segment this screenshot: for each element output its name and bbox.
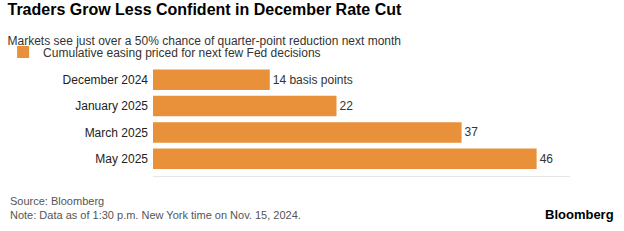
svg-text:Source: Bloomberg: Source: Bloomberg bbox=[10, 195, 104, 207]
svg-text:Bloomberg: Bloomberg bbox=[545, 207, 614, 222]
svg-text:46: 46 bbox=[540, 152, 554, 166]
svg-text:22: 22 bbox=[339, 99, 353, 113]
svg-text:Note: Data as of 1:30 p.m. New: Note: Data as of 1:30 p.m. New York time… bbox=[10, 209, 301, 221]
svg-text:Cumulative easing priced for n: Cumulative easing priced for next few Fe… bbox=[43, 46, 320, 60]
svg-text:Markets see just over a 50% ch: Markets see just over a 50% chance of qu… bbox=[7, 34, 401, 48]
svg-text:March 2025: March 2025 bbox=[85, 126, 149, 140]
svg-text:January 2025: January 2025 bbox=[75, 99, 148, 113]
svg-text:14 basis points: 14 basis points bbox=[273, 73, 353, 87]
svg-text:December 2024: December 2024 bbox=[63, 73, 149, 87]
svg-text:Traders Grow Less Confident in: Traders Grow Less Confident in December … bbox=[7, 1, 402, 18]
svg-text:37: 37 bbox=[465, 125, 479, 139]
svg-text:May 2025: May 2025 bbox=[95, 152, 148, 166]
